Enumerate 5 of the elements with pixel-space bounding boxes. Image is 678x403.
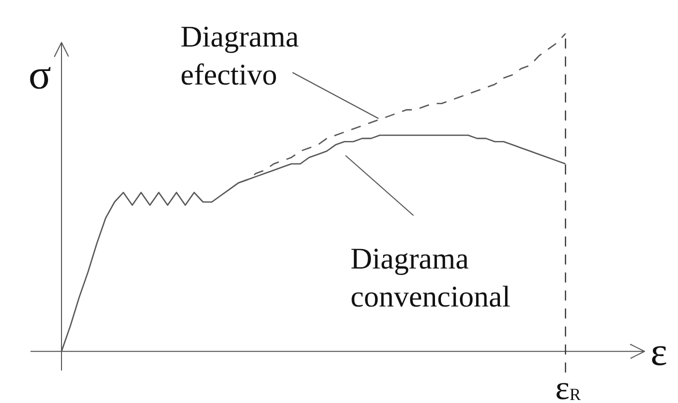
annotation: Diagrama convencional [350,242,510,314]
x-axis-title: ε [650,328,668,374]
y-axis-title: σ [28,52,52,98]
annotation: Diagrama efectivo [180,20,299,92]
text: εR [555,370,582,403]
